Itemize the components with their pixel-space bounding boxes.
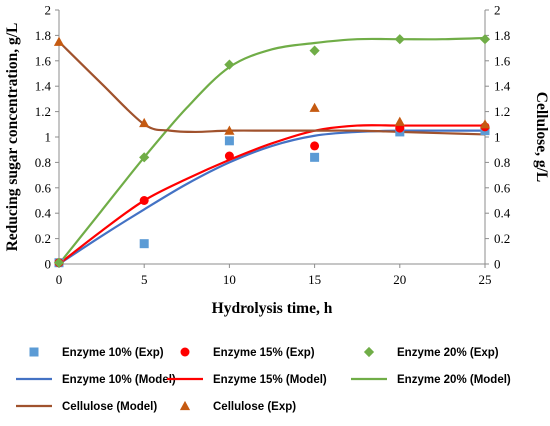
labels-layer: Hydrolysis time, h Reducing sugar concen… (4, 23, 550, 317)
enzyme-15-exp-point (310, 141, 320, 151)
right-y-tick-label: 1.2 (494, 104, 510, 119)
right-y-tick-label: 0.2 (494, 231, 510, 246)
left-y-tick-label: 1.2 (35, 104, 51, 119)
enzyme-20-exp-point (394, 34, 405, 45)
left-y-tick-label: 2 (45, 3, 52, 18)
legend-swatch-cellulose-exp (179, 400, 191, 411)
left-y-tick-label: 1.6 (35, 53, 52, 68)
x-tick-label: 20 (393, 272, 406, 287)
enzyme-15-exp-point (395, 123, 405, 133)
right-y-tick-label: 0.6 (494, 180, 511, 195)
legend-label-enzyme-15-model: Enzyme 15% (Model) (213, 374, 327, 386)
legend-label-cellulose-model: Cellulose (Model) (62, 401, 157, 413)
enzyme-10-exp-point (224, 136, 234, 146)
x-tick-label: 15 (308, 272, 321, 287)
enzyme-20-exp-point (309, 45, 320, 56)
x-tick-label: 5 (141, 272, 148, 287)
right-y-tick-label: 0.8 (494, 155, 510, 170)
right-y-tick-label: 1.4 (494, 79, 511, 94)
cellulose-exp-point (394, 116, 405, 126)
right-y-tick-label: 1 (494, 130, 501, 145)
legend-label-enzyme-20-exp: Enzyme 20% (Exp) (397, 347, 499, 359)
legend-swatch-enzyme-10-exp (29, 347, 39, 357)
legend-swatch-enzyme-15-exp (180, 347, 190, 357)
left-y-tick-label: 0.2 (35, 231, 51, 246)
cellulose-exp-point (139, 117, 150, 128)
x-tick-label: 0 (56, 272, 63, 287)
left-y-tick-label: 1.8 (35, 28, 51, 43)
enzyme-20-exp-point (139, 152, 150, 163)
x-tick-label: 25 (479, 272, 492, 287)
left-y-axis-title: Reducing sugar concentration, g/L (4, 23, 21, 252)
enzyme-20-exp-point (479, 34, 491, 45)
enzyme-10-exp-point (139, 239, 149, 249)
right-y-tick-label: 0.4 (494, 206, 511, 221)
x-tick-label: 10 (223, 272, 236, 287)
cellulose-model-line (58, 40, 486, 136)
left-y-tick-label: 1.4 (35, 79, 52, 94)
legend-label-enzyme-15-exp: Enzyme 15% (Exp) (213, 347, 315, 359)
left-y-tick-label: 0.6 (35, 180, 52, 195)
legend-label-enzyme-10-model: Enzyme 10% (Model) (62, 374, 176, 386)
enzyme-15-exp-point (224, 151, 234, 161)
left-y-tick-label: 1 (45, 130, 52, 145)
enzyme-15-model-line (58, 124, 485, 265)
left-y-tick-label: 0.4 (35, 206, 52, 221)
legend-swatch-enzyme-20-exp (363, 346, 375, 358)
enzyme-10-exp-point (310, 152, 320, 162)
right-y-tick-label: 1.6 (494, 53, 511, 68)
series-layer (53, 34, 491, 268)
enzyme-15-exp-point (139, 196, 149, 205)
cellulose-exp-point (479, 119, 491, 129)
right-y-tick-label: 1.8 (494, 28, 510, 43)
legend-label-enzyme-20-model: Enzyme 20% (Model) (397, 374, 511, 386)
enzyme-20-exp-point (224, 59, 235, 70)
enzyme-20-model-line (58, 36, 486, 265)
x-axis-title: Hydrolysis time, h (212, 300, 333, 317)
cellulose-exp-point (224, 125, 235, 135)
left-y-tick-label: 0.8 (35, 155, 51, 170)
legend-label-enzyme-10-exp: Enzyme 10% (Exp) (62, 347, 164, 359)
legend-label-cellulose-exp: Cellulose (Exp) (213, 401, 296, 413)
right-y-tick-label: 0 (494, 257, 501, 272)
cellulose-exp-point (53, 36, 65, 46)
cellulose-exp-point (309, 102, 320, 112)
enzyme-20-exp-point (53, 257, 65, 268)
axes-layer: 0 5 10 15 20 2500.20.40.60.811.21.41.61.8200.… (35, 3, 511, 288)
legend: Enzyme 10% (Exp) Enzyme 15% (Exp) Enzyme 2… (16, 346, 511, 413)
enzyme-10-model-line (58, 129, 485, 265)
left-y-tick-label: 0 (45, 257, 52, 272)
right-y-tick-label: 2 (494, 3, 501, 18)
right-y-axis-title: Cellulose, g/L (533, 92, 550, 182)
